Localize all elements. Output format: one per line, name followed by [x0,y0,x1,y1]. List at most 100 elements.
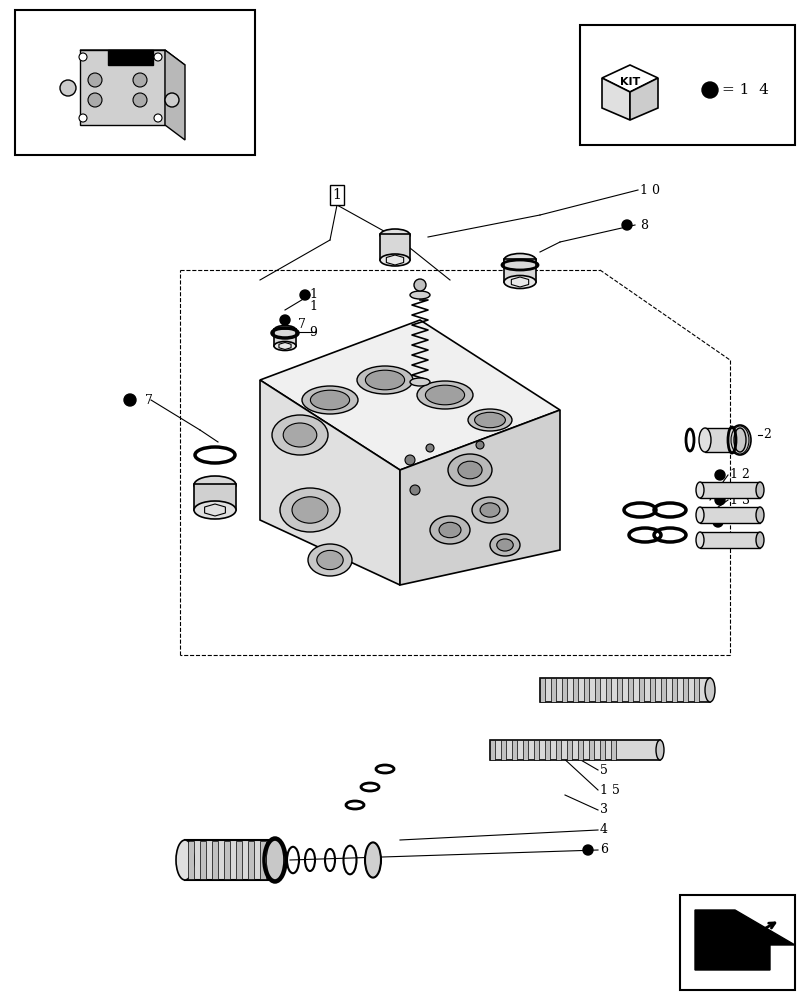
Circle shape [133,73,147,87]
Ellipse shape [292,497,328,523]
Text: = 1  4: = 1 4 [721,83,768,97]
Ellipse shape [417,381,473,409]
Ellipse shape [307,544,351,576]
Bar [489,740,495,760]
Polygon shape [165,50,185,140]
Circle shape [426,444,433,452]
Bar [200,841,206,879]
Ellipse shape [410,378,430,386]
Text: 7: 7 [298,318,306,330]
Ellipse shape [457,461,482,479]
Circle shape [410,485,419,495]
Circle shape [124,394,135,406]
Ellipse shape [467,409,512,431]
Bar [260,841,266,879]
Polygon shape [80,50,185,65]
Bar [693,678,698,702]
Ellipse shape [489,534,519,556]
Bar [573,678,577,702]
Bar [522,740,527,760]
Bar [380,234,410,260]
Bar [605,678,610,702]
Bar [489,740,659,760]
Ellipse shape [410,291,430,299]
Bar [556,740,560,760]
Ellipse shape [755,532,763,548]
Text: 3: 3 [599,803,607,816]
Text: 5: 5 [599,764,607,776]
Bar [610,740,616,760]
Bar [627,678,633,702]
Ellipse shape [479,503,500,517]
Bar [577,740,582,760]
Circle shape [133,93,147,107]
Bar [212,841,217,879]
Ellipse shape [504,253,535,266]
Bar [583,678,588,702]
Circle shape [582,845,592,855]
Ellipse shape [755,482,763,498]
Ellipse shape [695,507,703,523]
Circle shape [154,53,162,61]
Bar [682,678,687,702]
Ellipse shape [474,412,504,428]
Polygon shape [629,78,657,120]
Circle shape [414,279,426,291]
Bar [108,50,152,65]
Circle shape [79,114,87,122]
Ellipse shape [704,678,714,702]
Bar [247,841,254,879]
Ellipse shape [730,426,748,454]
Bar [194,484,236,510]
Circle shape [280,315,290,325]
Polygon shape [601,78,629,120]
Ellipse shape [448,454,491,486]
Bar [188,841,194,879]
Ellipse shape [439,522,461,538]
Ellipse shape [272,415,328,455]
Ellipse shape [357,366,413,394]
Circle shape [405,455,414,465]
Polygon shape [400,410,560,585]
Ellipse shape [425,385,464,405]
Ellipse shape [695,482,703,498]
Circle shape [299,290,310,300]
Text: KIT: KIT [619,77,639,87]
Bar [638,678,643,702]
Ellipse shape [273,326,296,334]
Bar [236,841,242,879]
Circle shape [60,80,76,96]
Bar [185,840,275,880]
Ellipse shape [430,516,470,544]
Bar [672,678,676,702]
Bar [699,532,759,548]
Ellipse shape [733,428,745,452]
Ellipse shape [365,842,380,878]
Ellipse shape [755,507,763,523]
Ellipse shape [302,386,358,414]
Circle shape [154,114,162,122]
Text: 4: 4 [599,823,607,836]
Bar [660,678,665,702]
Circle shape [79,53,87,61]
Text: 2: 2 [762,428,770,442]
Ellipse shape [194,501,236,519]
Ellipse shape [310,390,350,410]
Text: 6: 6 [599,843,607,856]
Bar [539,678,544,702]
Ellipse shape [283,423,316,447]
Circle shape [88,73,102,87]
Bar [534,740,539,760]
Bar [512,740,517,760]
Ellipse shape [176,840,194,880]
Text: 1 3: 1 3 [729,493,749,506]
Bar [551,678,556,702]
Polygon shape [694,910,794,970]
Ellipse shape [365,370,404,390]
Bar [500,740,505,760]
Polygon shape [601,65,657,92]
Polygon shape [80,50,165,125]
Text: 1 5: 1 5 [599,784,619,796]
Bar [679,895,794,990]
Ellipse shape [695,532,703,548]
